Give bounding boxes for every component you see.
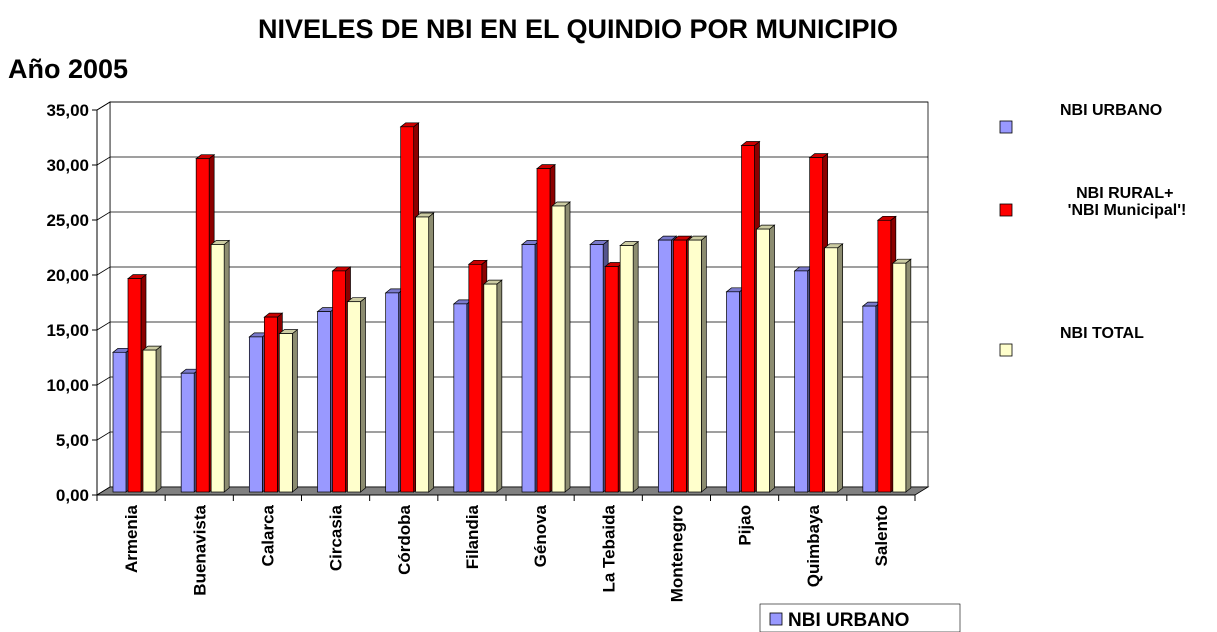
bar [726,291,740,493]
legend-box [759,603,961,632]
x-tick-label: Génova [531,504,550,567]
bar [483,283,498,493]
x-tick-label: Buenavista [190,504,209,595]
bar [672,239,687,493]
bar [180,372,195,493]
x-tick-label: Córdoba [395,504,414,574]
bar-side [155,345,162,493]
bar [862,305,877,493]
bar-side [428,212,435,493]
y-tick-label: 10,00 [46,376,89,395]
bar [142,349,157,493]
bar [332,270,346,493]
y-tick-label: 25,00 [46,211,89,230]
y-tick-label: 15,00 [46,321,89,340]
legend-swatch [999,203,1013,217]
legend-label: NBI RURAL+ 'NBI Municipal'! [1068,185,1187,219]
bar-side [769,224,775,493]
bar [892,262,907,493]
bar [415,216,430,493]
bar [112,351,127,493]
bar-side [360,296,366,493]
chart-subtitle: Año 2005 [8,54,128,84]
bar-side [905,258,912,493]
bar [877,219,892,493]
bar [521,244,536,493]
bar [278,333,293,493]
bar [687,239,702,493]
bar-side [837,243,844,493]
bar [317,311,331,493]
bar-side [496,279,503,493]
bar-side [700,235,707,493]
y-tick-label: 30,00 [46,156,89,175]
legend-box-label: NBI URBANO [788,610,909,631]
bar [400,126,415,493]
legend-swatch [999,343,1013,357]
bar [468,263,483,493]
bar [619,245,634,493]
legend-label: NBI URBANO [1060,102,1162,119]
x-tick-label: Montenegro [667,505,686,602]
y-tick-label: 0,00 [56,486,89,505]
bar-side [223,239,230,493]
grid-line [96,321,928,331]
legend: NBI URBANO NBI RURAL+ 'NBI Municipal'! NBI… [999,102,1187,357]
y-tick-label: 35,00 [46,101,89,120]
grid-line [96,376,928,386]
bar [756,228,770,493]
x-tick-label: Salento [872,505,891,566]
bar [347,301,361,493]
bar-side [564,201,571,493]
x-tick-label: Circasia [327,504,346,571]
plot-area: 0,00 5,00 10,00 15,00 20,00 25,00 30,00 35,00 Ar… [46,101,930,602]
legend-label: NBI TOTAL [1060,325,1144,342]
bar [824,247,839,493]
bar [248,336,263,493]
bar [195,158,210,493]
bar [809,157,824,493]
bar [127,278,142,493]
y-tick-label: 20,00 [46,266,89,285]
x-tick-label: Pijao [736,505,755,546]
bar [551,205,566,493]
x-tick-label: Filandia [463,504,482,569]
bar [453,303,468,493]
bar [604,266,619,493]
bar [657,239,672,493]
x-tick-label: Quimbaya [804,504,823,587]
legend-swatch [999,120,1013,134]
bar [210,244,225,493]
bar [263,316,278,493]
bar [589,244,604,493]
x-tick-label: Armenia [122,504,141,573]
grid-line [96,156,928,166]
bar-side [632,240,639,493]
grid-line [96,101,928,111]
bar-side [291,328,298,493]
y-tick-label: 5,00 [56,431,89,450]
grid-line [96,266,928,276]
bar [794,270,809,493]
legend-box-swatch [769,612,783,626]
x-tick-label: Calarca [258,504,277,566]
grid-line [96,211,928,221]
bar [741,145,755,493]
bar [536,168,551,493]
x-tick-label: La Tebaida [599,504,618,592]
bar [385,292,400,493]
grid-line [96,431,928,441]
chart-title: NIVELES DE NBI EN EL QUINDIO POR MUNICIP… [258,14,898,44]
